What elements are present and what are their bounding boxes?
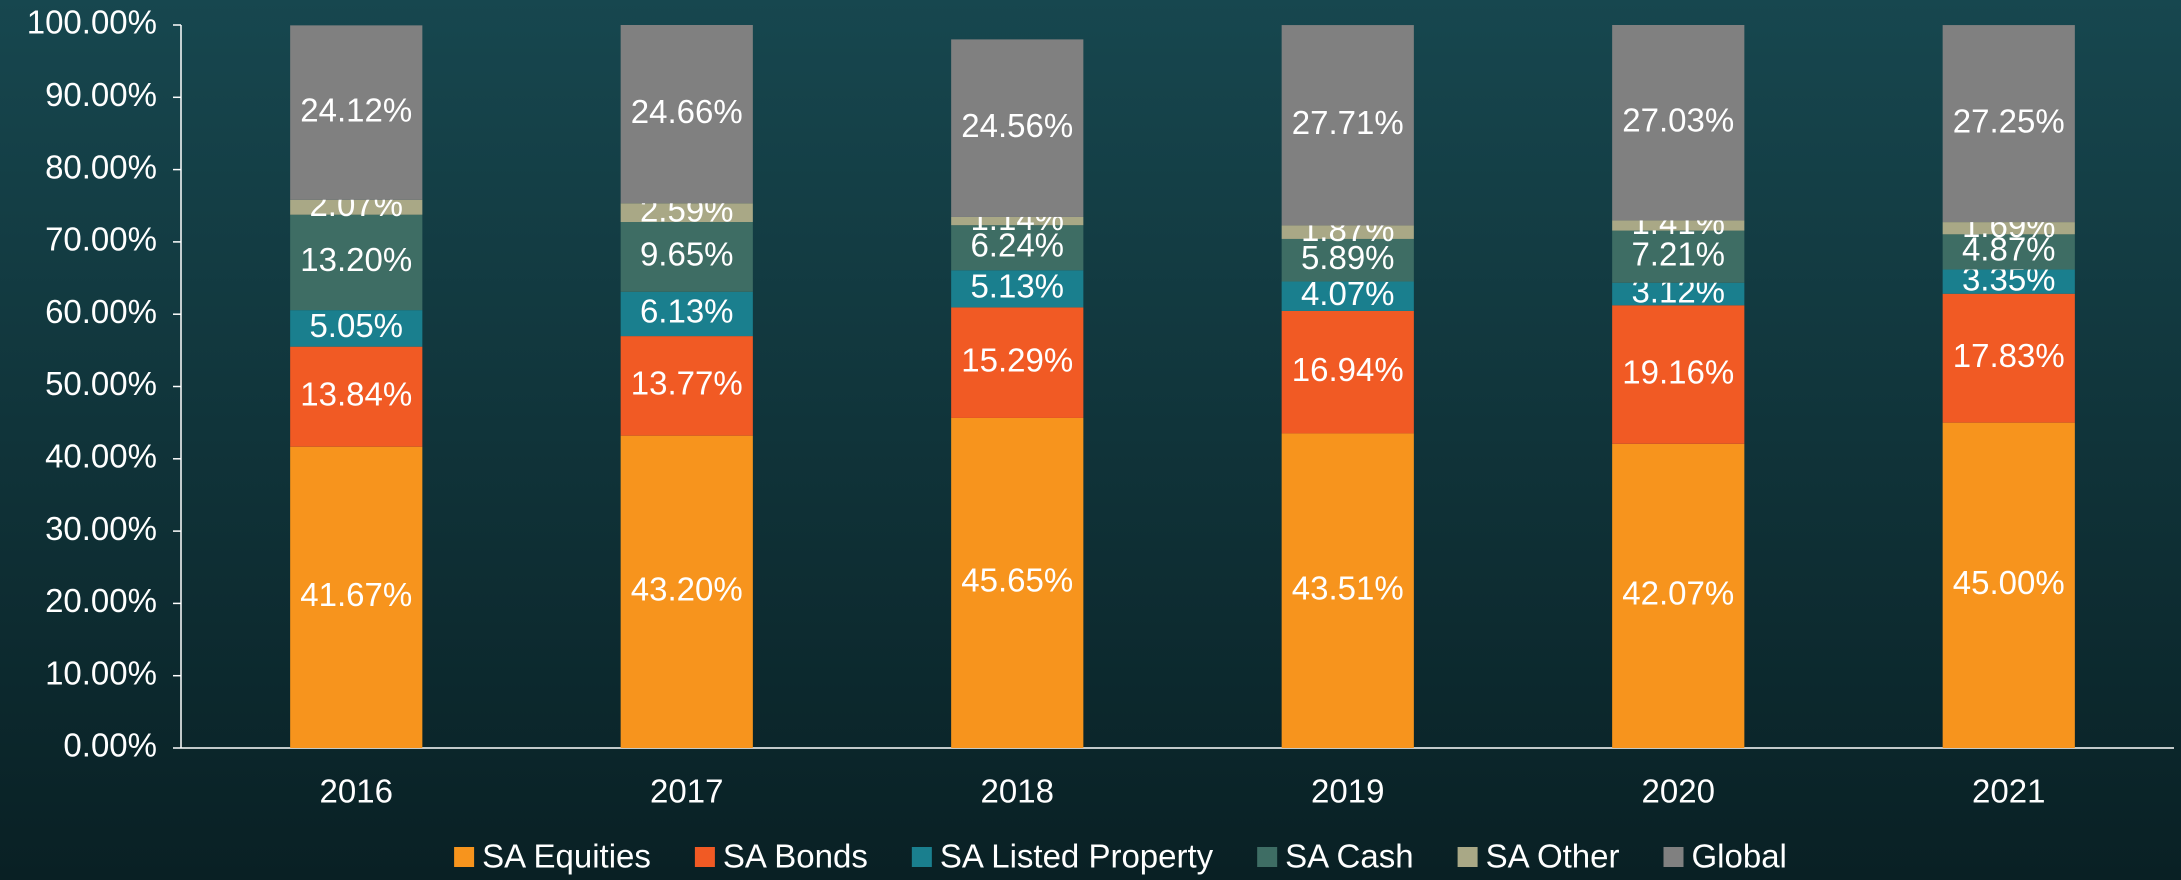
data-label: 5.89% (1301, 239, 1395, 276)
data-label: 6.24% (970, 226, 1064, 263)
legend-label: SA Listed Property (940, 838, 1214, 875)
x-tick-label: 2021 (1972, 773, 2045, 810)
bar-segment (1612, 443, 1745, 748)
legend-swatch (694, 847, 715, 867)
y-tick-label: 70.00% (45, 221, 157, 258)
data-label: 41.67% (300, 576, 412, 613)
legend-label: SA Cash (1285, 838, 1413, 875)
bar-segment (1281, 238, 1414, 282)
y-tick-label: 80.00% (45, 148, 157, 185)
bar-segment (620, 203, 753, 223)
bar-segment (620, 222, 753, 292)
y-tick-label: 0.00% (63, 727, 157, 764)
bar-segment (290, 25, 423, 200)
bar-segment (951, 270, 1084, 308)
data-label: 9.65% (640, 236, 734, 273)
data-label: 13.20% (300, 241, 412, 278)
x-tick-label: 2019 (1311, 773, 1384, 810)
legend-label: SA Bonds (723, 838, 868, 875)
bar-segment (290, 446, 423, 748)
legend-swatch (1257, 847, 1278, 867)
legend-label: Global (1692, 838, 1787, 875)
x-tick-label: 2016 (320, 773, 393, 810)
bar-segment (290, 199, 423, 215)
data-label: 27.25% (1953, 102, 2065, 139)
legend-swatch (454, 847, 475, 867)
data-label: 45.00% (1953, 564, 2065, 601)
y-tick-label: 100.00% (27, 4, 157, 41)
bar-segment (1612, 25, 1745, 221)
y-tick-label: 40.00% (45, 438, 157, 475)
bar-segment (951, 216, 1084, 226)
bar-segment (1612, 282, 1745, 306)
bar-segment (1942, 222, 2075, 235)
bar-segment (1281, 25, 1414, 226)
data-label: 43.20% (631, 571, 743, 608)
bar-segment (1281, 225, 1414, 239)
bar-segment (290, 346, 423, 447)
bar-segment (1281, 433, 1414, 748)
y-tick-label: 30.00% (45, 510, 157, 547)
bar-segment (1942, 422, 2075, 748)
data-label: 45.65% (961, 562, 1073, 599)
bar-segment (290, 310, 423, 347)
bar-segment (620, 291, 753, 337)
bar-segment (1612, 305, 1745, 444)
data-label: 16.94% (1292, 351, 1404, 388)
bar-segment (1281, 281, 1414, 311)
legend-swatch (1457, 847, 1478, 867)
data-label: 17.83% (1953, 337, 2065, 374)
bar-segment (951, 307, 1084, 418)
bar-segment (1942, 269, 2075, 294)
y-tick-label: 60.00% (45, 293, 157, 330)
bar-segment (1942, 234, 2075, 270)
data-label: 13.84% (300, 375, 412, 412)
legend-label: SA Equities (482, 838, 651, 875)
data-label: 27.71% (1292, 104, 1404, 141)
y-tick-label: 50.00% (45, 365, 157, 402)
bar-segment (620, 435, 753, 748)
data-label: 5.05% (309, 307, 403, 344)
y-tick-label: 20.00% (45, 582, 157, 619)
data-label: 42.07% (1622, 575, 1734, 612)
data-label: 15.29% (961, 341, 1073, 378)
data-label: 27.03% (1622, 101, 1734, 138)
x-tick-label: 2020 (1642, 773, 1715, 810)
x-tick-label: 2018 (981, 773, 1054, 810)
data-label: 43.51% (1292, 569, 1404, 606)
data-label: 6.13% (640, 293, 734, 330)
bar-segment (951, 225, 1084, 271)
data-label: 24.12% (300, 91, 412, 128)
bar-segment (290, 214, 423, 311)
legend-label: SA Other (1486, 838, 1620, 875)
bar-segment (1942, 25, 2075, 223)
bar-segment (1942, 293, 2075, 423)
data-label: 5.13% (970, 268, 1064, 305)
data-label: 24.66% (631, 93, 743, 130)
legend-swatch (1663, 847, 1684, 867)
bar-segment (1612, 230, 1745, 283)
y-tick-label: 10.00% (45, 654, 157, 691)
bar-segment (951, 39, 1084, 217)
data-label: 19.16% (1622, 353, 1734, 390)
data-label: 13.77% (631, 365, 743, 402)
legend-swatch (911, 847, 932, 867)
data-label: 7.21% (1631, 235, 1725, 272)
data-label: 4.87% (1962, 231, 2056, 268)
y-tick-label: 90.00% (45, 76, 157, 113)
bar-segment (1281, 310, 1414, 434)
x-tick-label: 2017 (650, 773, 723, 810)
bar-segment (620, 25, 753, 204)
bar-segment (620, 336, 753, 436)
data-label: 24.56% (961, 107, 1073, 144)
bar-segment (1612, 220, 1745, 231)
bar-segment (951, 417, 1084, 748)
